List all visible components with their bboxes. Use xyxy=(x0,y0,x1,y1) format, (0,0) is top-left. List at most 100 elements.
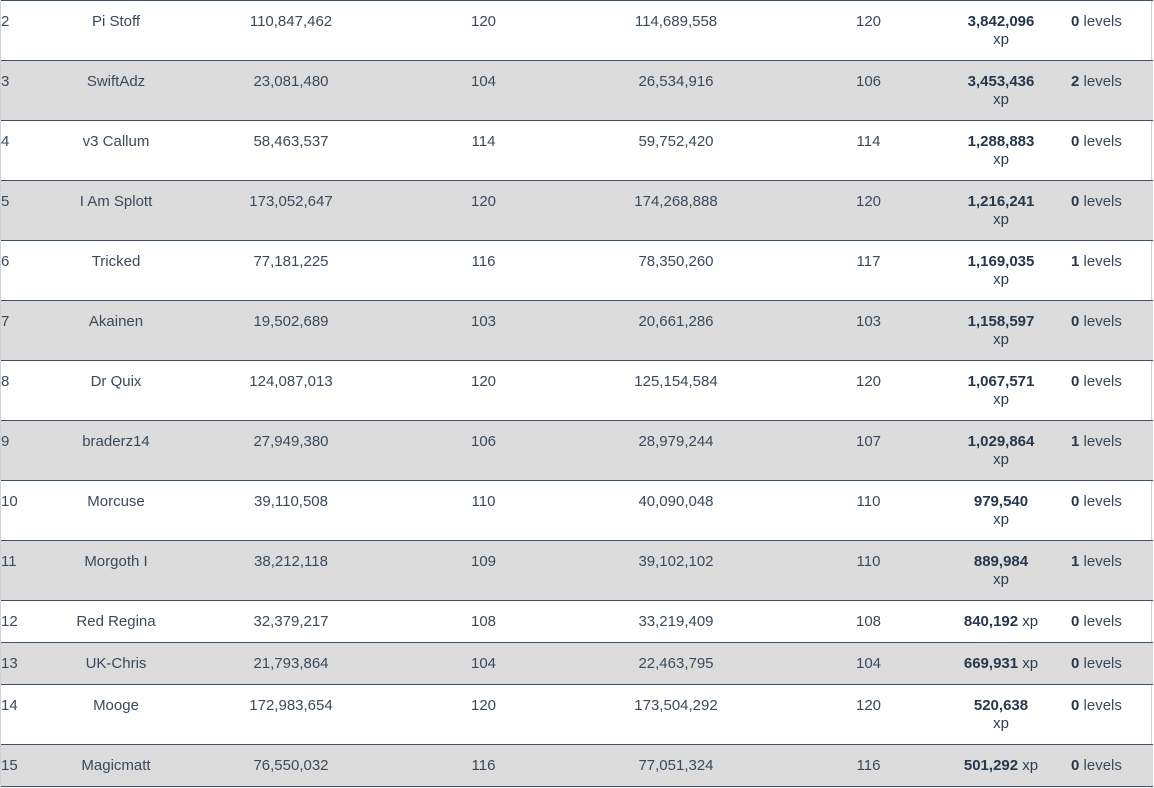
rank-cell: 15 xyxy=(1,744,71,787)
end-xp-cell: 77,051,324 xyxy=(546,744,806,787)
player-name-cell: Dr Quix xyxy=(71,360,161,421)
player-name-cell: v3 Callum xyxy=(71,120,161,181)
xp-unit-label: xp xyxy=(993,91,1009,108)
levels-gained-cell: 0 levels xyxy=(1071,360,1153,421)
end-xp-cell: 33,219,409 xyxy=(546,600,806,643)
end-level-cell: 110 xyxy=(806,480,931,541)
rank-cell: 12 xyxy=(1,600,71,643)
start-level-cell: 104 xyxy=(421,60,546,121)
levels-gained-value: 0 xyxy=(1071,313,1080,330)
xp-gained-cell: 1,067,571 xp xyxy=(931,360,1071,421)
levels-unit-label: levels xyxy=(1083,613,1122,630)
start-level-cell: 114 xyxy=(421,120,546,181)
levels-gained-value: 0 xyxy=(1071,493,1080,510)
xp-gained-cell: 1,158,597 xp xyxy=(931,300,1071,361)
xp-gained-cell: 889,984 xp xyxy=(931,540,1071,601)
end-xp-cell: 59,752,420 xyxy=(546,120,806,181)
end-level-cell: 104 xyxy=(806,642,931,685)
xp-gained-value: 1,158,597 xyxy=(967,313,1035,330)
xp-gained-value: 669,931 xyxy=(963,655,1019,672)
levels-gained-value: 0 xyxy=(1071,697,1080,714)
end-xp-cell: 20,661,286 xyxy=(546,300,806,361)
xp-gained-cell: 501,292 xp xyxy=(931,744,1071,787)
levels-gained-value: 0 xyxy=(1071,757,1080,774)
levels-unit-label: levels xyxy=(1083,433,1122,450)
player-name-cell: Morgoth I xyxy=(71,540,161,601)
end-level-cell: 120 xyxy=(806,0,931,61)
start-xp-cell: 124,087,013 xyxy=(161,360,421,421)
player-name-cell: Magicmatt xyxy=(71,744,161,787)
start-xp-cell: 76,550,032 xyxy=(161,744,421,787)
end-xp-cell: 39,102,102 xyxy=(546,540,806,601)
rank-cell: 7 xyxy=(1,300,71,361)
xp-unit-label: xp xyxy=(993,451,1009,468)
levels-gained-value: 0 xyxy=(1071,373,1080,390)
levels-unit-label: levels xyxy=(1083,73,1122,90)
start-xp-cell: 23,081,480 xyxy=(161,60,421,121)
xp-gained-cell: 1,029,864 xp xyxy=(931,420,1071,481)
end-level-cell: 120 xyxy=(806,180,931,241)
start-xp-cell: 77,181,225 xyxy=(161,240,421,301)
levels-gained-value: 1 xyxy=(1071,433,1080,450)
levels-gained-cell: 1 levels xyxy=(1071,240,1153,301)
rank-cell: 4 xyxy=(1,120,71,181)
levels-gained-cell: 1 levels xyxy=(1071,540,1153,601)
table-row: 10 Morcuse 39,110,508 110 40,090,048 110 979,5… xyxy=(1,480,1153,541)
levels-unit-label: levels xyxy=(1083,553,1122,570)
xp-gained-cell: 1,216,241 xp xyxy=(931,180,1071,241)
levels-gained-cell: 0 levels xyxy=(1071,0,1153,61)
rank-cell: 8 xyxy=(1,360,71,421)
levels-gained-cell: 2 levels xyxy=(1071,60,1153,121)
xp-unit-label: xp xyxy=(993,151,1009,168)
levels-gained-value: 1 xyxy=(1071,253,1080,270)
levels-gained-cell: 1 levels xyxy=(1071,420,1153,481)
xp-gained-value: 501,292 xyxy=(963,757,1019,774)
start-level-cell: 120 xyxy=(421,180,546,241)
levels-unit-label: levels xyxy=(1083,13,1122,30)
start-xp-cell: 27,949,380 xyxy=(161,420,421,481)
start-xp-cell: 173,052,647 xyxy=(161,180,421,241)
xp-gained-value: 1,169,035 xyxy=(967,253,1035,270)
end-level-cell: 106 xyxy=(806,60,931,121)
table-row: 11 Morgoth I 38,212,118 109 39,102,102 110 889… xyxy=(1,540,1153,601)
start-level-cell: 103 xyxy=(421,300,546,361)
xp-gained-cell: 520,638 xp xyxy=(931,684,1071,745)
end-level-cell: 107 xyxy=(806,420,931,481)
rank-cell: 3 xyxy=(1,60,71,121)
xp-unit-label: xp xyxy=(993,271,1009,288)
table-row: 6 Tricked 77,181,225 116 78,350,260 117 1,169,… xyxy=(1,240,1153,301)
levels-gained-value: 0 xyxy=(1071,655,1080,672)
end-level-cell: 114 xyxy=(806,120,931,181)
end-xp-cell: 174,268,888 xyxy=(546,180,806,241)
xp-gained-value: 3,453,436 xyxy=(967,73,1035,90)
start-level-cell: 120 xyxy=(421,0,546,61)
xp-gained-value: 979,540 xyxy=(973,493,1029,510)
table-row: 14 Mooge 172,983,654 120 173,504,292 120 520,6… xyxy=(1,684,1153,745)
start-xp-cell: 58,463,537 xyxy=(161,120,421,181)
end-level-cell: 116 xyxy=(806,744,931,787)
xp-gained-cell: 3,453,436 xp xyxy=(931,60,1071,121)
start-level-cell: 120 xyxy=(421,360,546,421)
rank-cell: 13 xyxy=(1,642,71,685)
table-row: 3 SwiftAdz 23,081,480 104 26,534,916 106 3,453… xyxy=(1,60,1153,121)
xp-unit-label: xp xyxy=(993,715,1009,732)
rank-cell: 5 xyxy=(1,180,71,241)
levels-gained-value: 0 xyxy=(1071,133,1080,150)
xp-gained-value: 840,192 xyxy=(963,613,1019,630)
start-level-cell: 110 xyxy=(421,480,546,541)
table-row: 15 Magicmatt 76,550,032 116 77,051,324 116 501… xyxy=(1,744,1153,787)
end-xp-cell: 114,689,558 xyxy=(546,0,806,61)
levels-unit-label: levels xyxy=(1083,313,1122,330)
xp-gained-cell: 840,192 xp xyxy=(931,600,1071,643)
player-name-cell: SwiftAdz xyxy=(71,60,161,121)
table-row: 8 Dr Quix 124,087,013 120 125,154,584 120 1,06… xyxy=(1,360,1153,421)
end-level-cell: 120 xyxy=(806,360,931,421)
levels-unit-label: levels xyxy=(1083,193,1122,210)
xp-unit-label: xp xyxy=(1022,655,1039,672)
levels-gained-cell: 0 levels xyxy=(1071,180,1153,241)
levels-gained-value: 0 xyxy=(1071,193,1080,210)
player-name-cell: Akainen xyxy=(71,300,161,361)
